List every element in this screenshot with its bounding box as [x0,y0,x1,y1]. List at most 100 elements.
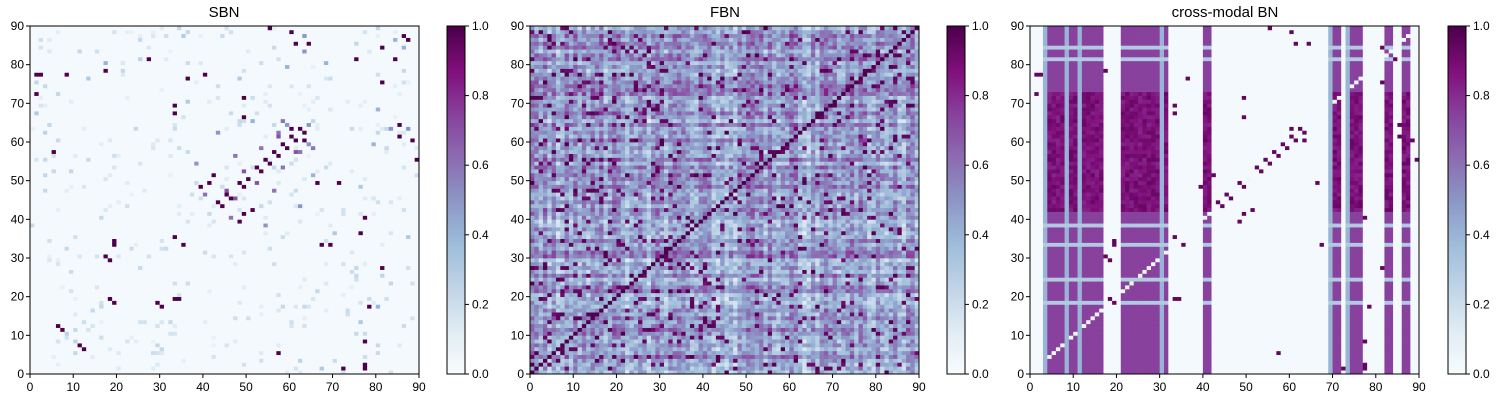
heatmap-cell [328,281,333,286]
heatmap-cell [341,354,346,359]
heatmap-cell [315,285,320,290]
heatmap-cell [73,200,78,205]
heatmap-cell [250,304,256,309]
heatmap-cell [384,238,390,243]
heatmap-cell [414,211,420,216]
heatmap-cell [51,246,57,251]
heatmap-cell [250,207,256,212]
heatmap-cell [64,288,70,294]
heatmap-cell [185,331,191,336]
heatmap-cell [215,339,221,344]
heatmap-cell [155,269,161,274]
heatmap-cell [349,184,355,189]
heatmap-cell [86,362,91,367]
heatmap-cell [280,254,286,259]
heatmap-cell [259,227,264,232]
heatmap-cell [73,269,78,274]
heatmap-cell [388,188,394,193]
heatmap-cell [375,176,381,182]
heatmap-cell [272,331,277,336]
heatmap-cell [211,277,217,282]
heatmap-cell [103,354,109,359]
heatmap-cell [323,281,329,286]
heatmap-cell [323,265,329,270]
heatmap-cell [306,254,312,259]
heatmap-cell [172,192,178,197]
heatmap-cell [112,250,117,255]
heatmap-cell [86,223,91,228]
heatmap-cell [406,350,411,356]
heatmap-cell [103,215,109,220]
heatmap-cell [155,323,161,328]
heatmap-cell [401,358,407,363]
heatmap-cell [224,354,230,359]
heatmap-cell [129,370,135,375]
heatmap-cell [272,219,277,224]
heatmap-cell [120,238,126,243]
heatmap-cell [293,296,299,301]
heatmap-cell [189,327,195,332]
heatmap-cell [367,203,372,209]
heatmap-cell [297,161,303,166]
heatmap-cell [224,350,230,356]
heatmap-cell [168,319,173,325]
heatmap-cell [133,300,139,305]
heatmap-cell [410,246,416,251]
heatmap-cell [77,346,83,352]
heatmap-cell [163,180,169,185]
heatmap-cell [233,172,238,178]
heatmap-cell [380,188,385,193]
heatmap-cell [315,261,320,267]
heatmap-cell [358,292,364,298]
heatmap-cell [371,180,377,185]
heatmap-cell [86,312,91,317]
heatmap-cell [267,308,273,313]
heatmap-cell [319,200,325,205]
heatmap-cell [220,169,225,174]
heatmap-cell [414,339,420,344]
heatmap-cell [393,215,398,220]
heatmap-cell [410,296,416,301]
heatmap-cell [68,346,74,352]
heatmap-cell [263,219,269,224]
heatmap-cell [302,269,307,274]
heatmap-cell [276,346,282,352]
heatmap-cell [254,358,260,363]
heatmap-cell [94,366,100,371]
heatmap-cell [202,354,208,359]
heatmap-cell [354,180,359,185]
heatmap-cell [358,238,364,243]
heatmap-cell [168,192,173,197]
heatmap-cell [125,343,130,348]
heatmap-cell [73,296,78,301]
heatmap-cell [233,180,238,185]
heatmap-cell [319,327,325,332]
heatmap-cell [306,354,312,359]
heatmap-cell [176,238,182,243]
heatmap-cell [289,207,294,212]
heatmap-cell [315,366,320,371]
heatmap-cell [241,327,247,332]
heatmap-cell [285,273,290,278]
heatmap-cell [388,169,394,174]
heatmap-cell [241,207,247,212]
heatmap-cell [211,246,217,251]
heatmap-cell [159,335,165,340]
heatmap-cell [397,273,403,278]
heatmap-cell [237,172,243,178]
heatmap-cell [64,157,70,162]
heatmap-cell [68,288,74,294]
heatmap-cell [181,312,186,317]
heatmap-cell [30,223,35,228]
heatmap-cell [397,261,403,267]
heatmap-cell [323,366,329,371]
heatmap-cell [51,331,57,336]
heatmap-cell [90,277,96,282]
heatmap-cell [246,327,251,332]
heatmap-cell [285,366,290,371]
heatmap-cell [246,230,251,236]
heatmap-cell [332,277,338,282]
heatmap-cell [168,312,173,317]
heatmap-cell [323,161,329,166]
heatmap-cell [241,366,247,371]
